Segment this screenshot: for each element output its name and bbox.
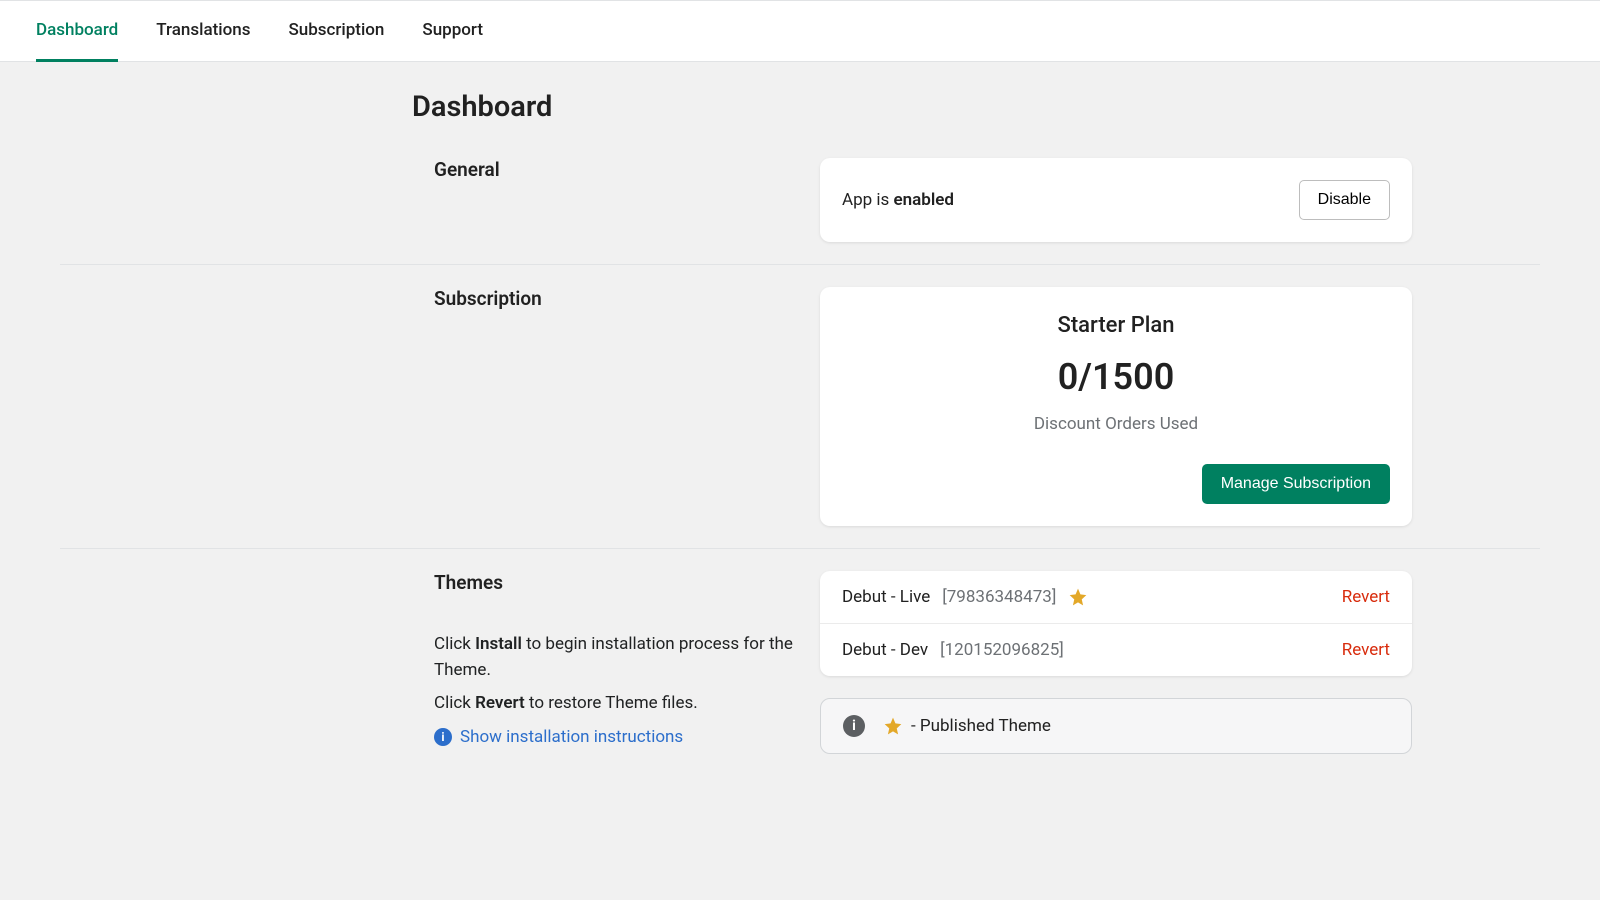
- theme-id: [120152096825]: [940, 640, 1064, 660]
- star-icon: [883, 716, 903, 736]
- theme-row: Debut - Live [79836348473] Revert: [820, 571, 1412, 623]
- general-heading: General: [434, 158, 796, 181]
- star-icon: [1068, 587, 1088, 607]
- section-subscription: Subscription Starter Plan 0/1500 Discoun…: [60, 287, 1540, 549]
- disable-button[interactable]: Disable: [1299, 180, 1390, 220]
- themes-list: Debut - Live [79836348473] Revert Debut …: [820, 571, 1412, 676]
- themes-legend: i - Published Theme: [820, 698, 1412, 754]
- plan-usage: 0/1500: [1058, 356, 1175, 398]
- section-general: General App is enabled Disable: [60, 158, 1540, 265]
- revert-link[interactable]: Revert: [1342, 640, 1390, 660]
- themes-heading: Themes: [434, 571, 796, 594]
- tab-dashboard[interactable]: Dashboard: [36, 0, 118, 62]
- revert-link[interactable]: Revert: [1342, 587, 1390, 607]
- app-status: App is enabled: [842, 190, 954, 210]
- theme-id: [79836348473]: [942, 587, 1056, 607]
- subscription-heading: Subscription: [434, 287, 796, 310]
- info-icon: i: [434, 728, 452, 746]
- plan-usage-label: Discount Orders Used: [1034, 414, 1198, 434]
- tab-translations[interactable]: Translations: [156, 0, 250, 62]
- page-title: Dashboard: [412, 90, 1540, 124]
- show-instructions-link[interactable]: i Show installation instructions: [434, 727, 796, 747]
- theme-name: Debut - Dev: [842, 640, 928, 660]
- legend-text: - Published Theme: [911, 716, 1051, 736]
- info-icon: i: [843, 715, 865, 737]
- tab-support[interactable]: Support: [422, 0, 483, 62]
- tab-bar: Dashboard Translations Subscription Supp…: [0, 0, 1600, 62]
- theme-name: Debut - Live: [842, 587, 930, 607]
- tab-subscription[interactable]: Subscription: [288, 0, 384, 62]
- plan-name: Starter Plan: [1058, 313, 1175, 338]
- theme-row: Debut - Dev [120152096825] Revert: [820, 623, 1412, 676]
- manage-subscription-button[interactable]: Manage Subscription: [1202, 464, 1390, 504]
- section-themes: Themes Click Install to begin installati…: [60, 571, 1540, 776]
- themes-description: Click Install to begin installation proc…: [434, 632, 796, 717]
